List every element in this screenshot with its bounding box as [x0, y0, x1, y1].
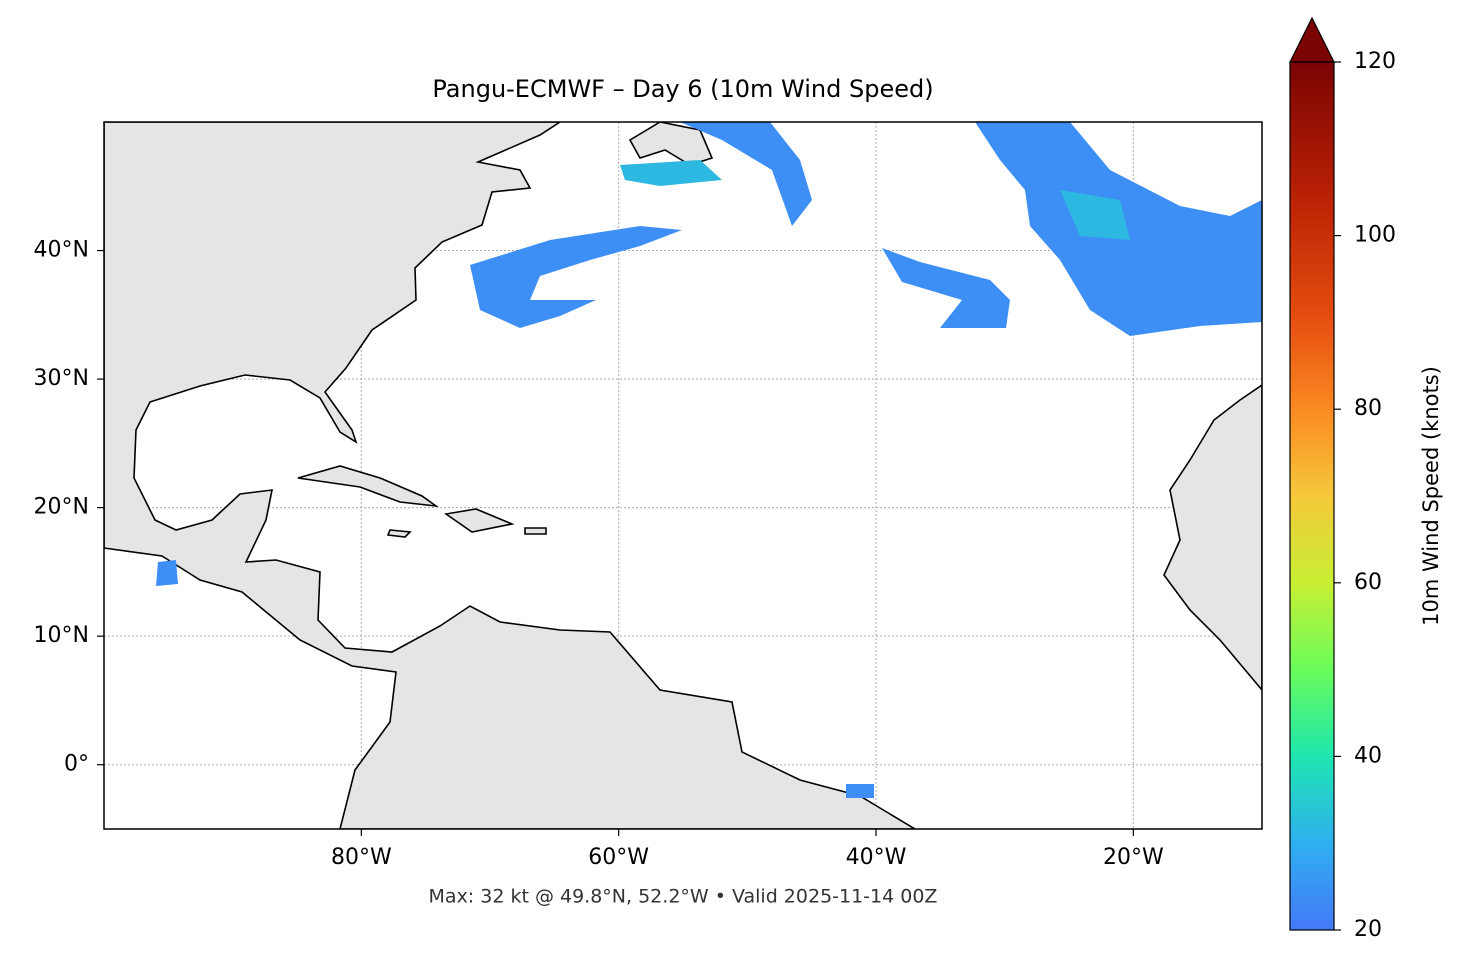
wind-area [156, 560, 178, 586]
land-puerto-rico [524, 527, 547, 535]
x-tick-label: 60°W [588, 845, 649, 870]
colorbar-label: 10m Wind Speed (knots) [1419, 366, 1443, 626]
colorbar-tick-label: 60 [1354, 570, 1382, 595]
wind-area [882, 248, 1010, 328]
colorbar [1289, 61, 1335, 931]
colorbar-extend [1289, 16, 1335, 63]
land-americas [104, 122, 917, 829]
y-tick-label: 40°N [34, 238, 89, 263]
y-tick-label: 30°N [34, 366, 89, 391]
land-hispaniola [443, 508, 515, 533]
y-tick-label: 10°N [34, 623, 89, 648]
colorbar-tick-label: 40 [1354, 743, 1382, 768]
land-jamaica [386, 529, 412, 538]
footer: Max: 32 kt @ 49.8°N, 52.2°W • Valid 2025… [429, 886, 938, 908]
wind-area [680, 122, 812, 226]
y-tick-label: 20°N [34, 495, 89, 520]
colorbar-tick-label: 80 [1354, 396, 1382, 421]
colorbar-tick-label: 120 [1354, 49, 1396, 74]
wind-area [620, 160, 722, 186]
wind-area [1060, 190, 1130, 240]
y-tick-label: 0° [64, 752, 89, 777]
title: Pangu-ECMWF – Day 6 (10m Wind Speed) [432, 75, 933, 103]
x-tick-label: 40°W [846, 845, 907, 870]
map-frame [103, 121, 1263, 830]
colorbar-tick-label: 100 [1354, 223, 1396, 248]
wind-area [470, 226, 682, 328]
x-tick-label: 20°W [1103, 845, 1164, 870]
colorbar-tick-label: 20 [1354, 917, 1382, 942]
wind-area [846, 784, 874, 798]
x-tick-label: 80°W [331, 845, 392, 870]
land-africa [1163, 384, 1262, 692]
map-layer [104, 122, 1262, 829]
land-cuba [297, 465, 439, 508]
